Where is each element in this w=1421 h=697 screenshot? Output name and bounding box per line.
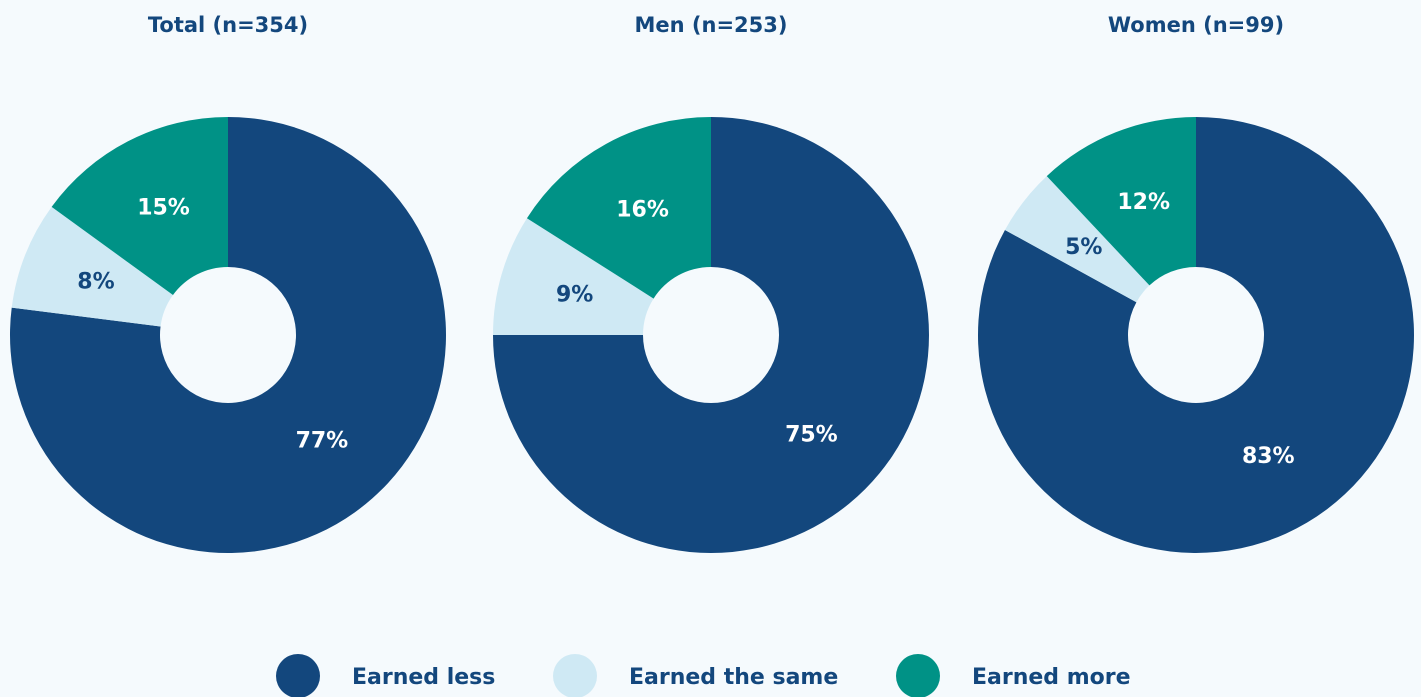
slice-label: 15% [137,195,190,220]
chart-title: Men (n=253) [635,13,788,37]
legend-label: Earned the same [629,665,838,690]
slice-label: 16% [616,198,669,223]
slice-label: 9% [556,282,593,307]
legend-swatch [276,654,320,697]
donut-slice [51,117,229,296]
donut-slice [978,117,1414,553]
slice-label: 12% [1117,190,1170,215]
legend-label: Earned less [352,665,495,690]
donut-slice [1046,117,1196,286]
donut-slice [493,117,929,553]
donut-slice [493,218,654,335]
legend-swatch [896,654,940,697]
donut-slice [9,117,446,553]
slice-label: 75% [785,422,838,447]
slice-label: 77% [296,429,349,454]
donut-slice [1004,176,1150,303]
slice-label: 8% [77,270,114,295]
legend-swatch [553,654,597,697]
chart-title: Women (n=99) [1108,13,1284,37]
chart-title: Total (n=354) [148,13,308,37]
slice-label: 83% [1242,444,1295,469]
donut-slice [526,116,711,299]
slice-label: 5% [1065,235,1102,260]
donut-slice [11,206,173,327]
legend-label: Earned more [972,665,1131,690]
